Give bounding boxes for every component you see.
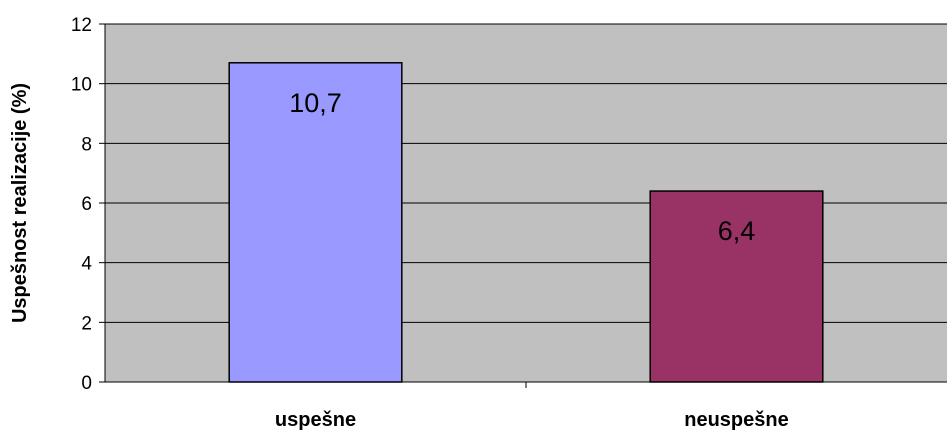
y-tick-label: 10: [71, 75, 92, 96]
y-tick-label: 2: [81, 313, 92, 334]
bar-1: [228, 62, 403, 383]
y-tick-labels: 0 2 4 6 8 10 12: [71, 15, 93, 394]
y-axis-title: Uspešnost realizacije (%): [9, 83, 31, 323]
data-label-2: 6,4: [718, 216, 756, 246]
x-category-label-2: neuspešne: [684, 409, 788, 430]
y-tick-label: 6: [81, 194, 92, 215]
x-category-labels: uspešne neuspešne: [275, 409, 789, 430]
y-tick-label: 12: [71, 15, 92, 36]
y-tick-label: 0: [81, 373, 92, 394]
bars: [228, 62, 824, 383]
y-tick-label: 4: [81, 254, 92, 275]
x-category-label-1: uspešne: [275, 409, 356, 430]
data-label-1: 10,7: [289, 88, 342, 118]
y-tick-label: 8: [81, 134, 92, 155]
axes: [99, 23, 947, 388]
data-labels: 10,7 6,4: [289, 88, 755, 246]
